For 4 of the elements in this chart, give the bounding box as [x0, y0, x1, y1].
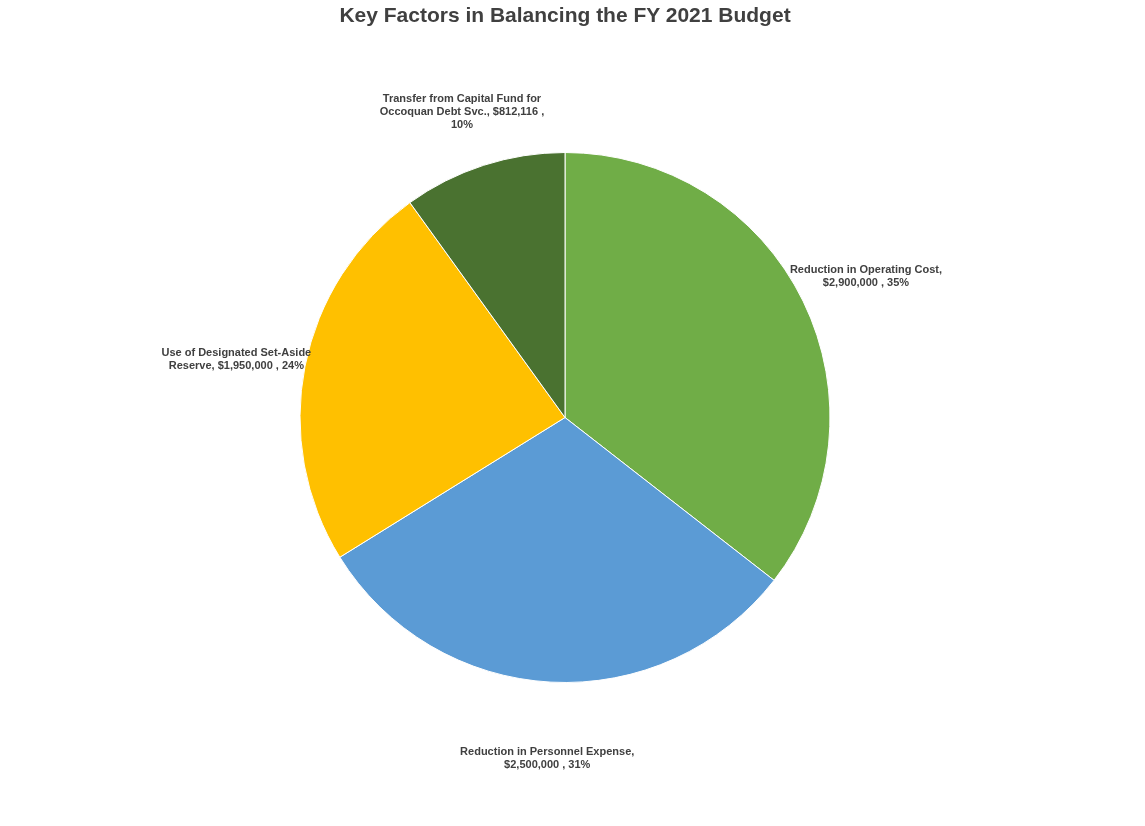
slice-label: Reduction in Personnel Expense, $2,500,000 , 31% [460, 745, 635, 771]
slice-label: Reduction in Operating Cost, $2,900,000 , 35% [789, 263, 943, 289]
chart-title: Key Factors in Balancing the FY 2021 Budget [339, 3, 791, 26]
slice-label: Transfer from Capital Fund for Occoquan Debt Svc., $812,116 , 10% [379, 91, 545, 130]
